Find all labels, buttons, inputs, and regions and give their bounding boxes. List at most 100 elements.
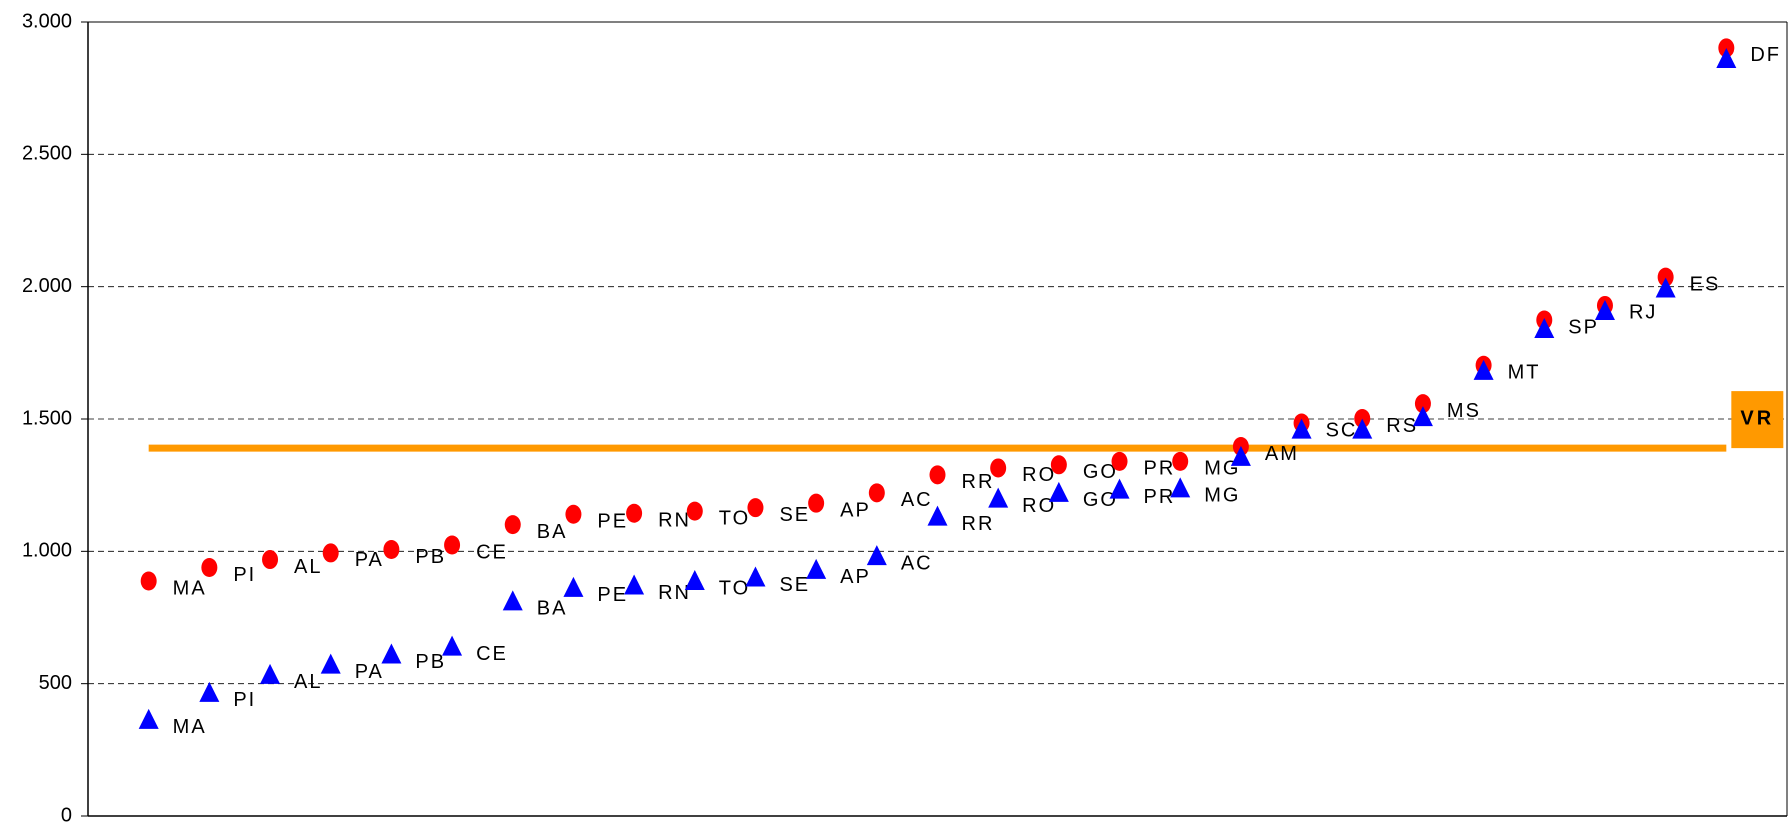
point-label: GO [1083, 489, 1118, 511]
y-tick-label: 1.500 [22, 407, 72, 429]
reference-label: VR [1740, 407, 1774, 429]
point [201, 557, 218, 577]
point [262, 550, 279, 570]
point [1230, 445, 1251, 466]
point [381, 643, 402, 664]
point-label: AP [840, 566, 871, 588]
point-label: PE [597, 511, 628, 533]
point-label: SP [1568, 316, 1599, 338]
point-label: PE [597, 584, 628, 606]
reference-box [1731, 391, 1784, 449]
point-label: GO [1083, 461, 1118, 483]
point [1534, 318, 1555, 339]
point-label: TO [719, 577, 750, 599]
point-label: AL [294, 671, 322, 693]
point [260, 663, 281, 684]
point-label: PR [1144, 458, 1176, 480]
point-label: MT [1508, 362, 1541, 384]
point-label: PR [1144, 486, 1176, 508]
point [1109, 478, 1130, 499]
point [1111, 451, 1128, 471]
point [806, 558, 827, 579]
point-label: PB [415, 651, 446, 673]
point-label: PA [355, 549, 384, 571]
point [504, 515, 521, 535]
point-label: DF [1750, 44, 1781, 66]
point-label: SE [779, 574, 810, 596]
point-label: RO [1022, 495, 1056, 517]
point [988, 487, 1009, 508]
point [1473, 359, 1494, 380]
point [1291, 418, 1312, 439]
point-label: AM [1265, 443, 1299, 465]
point [866, 545, 887, 566]
point [990, 458, 1007, 478]
point [1172, 451, 1189, 471]
point-label: MA [173, 577, 207, 599]
point-label: AP [840, 499, 871, 521]
point [626, 503, 643, 523]
point-label: PA [355, 661, 384, 683]
point [565, 504, 582, 524]
point-label: MA [173, 716, 207, 738]
point [1352, 418, 1373, 439]
point-label: AC [901, 552, 933, 574]
y-tick-label: 0 [61, 804, 72, 826]
point-label: RJ [1629, 302, 1657, 324]
point [808, 493, 825, 513]
point [1414, 394, 1431, 414]
point-label: CE [476, 541, 508, 563]
point [383, 539, 400, 559]
point-label: RR [962, 471, 995, 493]
point-label: MG [1204, 458, 1240, 480]
point [684, 569, 705, 590]
point [868, 483, 885, 503]
point-label: PI [233, 689, 256, 711]
point [1716, 48, 1737, 69]
point [1048, 481, 1069, 502]
point [1050, 455, 1067, 475]
point-label: RN [658, 510, 691, 532]
point [745, 566, 766, 587]
y-tick-label: 500 [39, 672, 72, 694]
point-label: RR [962, 513, 995, 535]
point [747, 498, 764, 518]
point [1655, 277, 1676, 298]
point [140, 571, 157, 591]
y-tick-label: 1.000 [22, 540, 72, 562]
point [1594, 300, 1615, 321]
point-label: BA [537, 521, 568, 543]
point-label: AL [294, 556, 322, 578]
point [1718, 38, 1735, 58]
point [138, 708, 159, 729]
point-label: SE [779, 504, 810, 526]
point [320, 653, 341, 674]
point-label: AC [901, 489, 933, 511]
point [686, 501, 703, 521]
point [502, 590, 523, 611]
y-tick-label: 2.000 [22, 275, 72, 297]
point-label: SC [1326, 419, 1358, 441]
point-label: MG [1204, 485, 1240, 507]
point [1657, 267, 1674, 287]
y-tick-label: 3.000 [22, 10, 72, 32]
point [442, 635, 463, 656]
point [1354, 408, 1371, 428]
point [929, 465, 946, 485]
point-label: PI [233, 564, 256, 586]
point [624, 574, 645, 595]
point-label: RN [658, 582, 691, 604]
point [927, 505, 948, 526]
point-label: MS [1447, 400, 1481, 422]
point [563, 576, 584, 597]
point-label: CE [476, 643, 508, 665]
point [1412, 406, 1433, 427]
point-label: BA [537, 598, 568, 620]
point-label: TO [719, 507, 750, 529]
point-label: RO [1022, 464, 1056, 486]
point-label: PB [415, 546, 446, 568]
point-label: RS [1386, 415, 1418, 437]
point [322, 543, 339, 563]
y-tick-label: 2.500 [22, 143, 72, 165]
